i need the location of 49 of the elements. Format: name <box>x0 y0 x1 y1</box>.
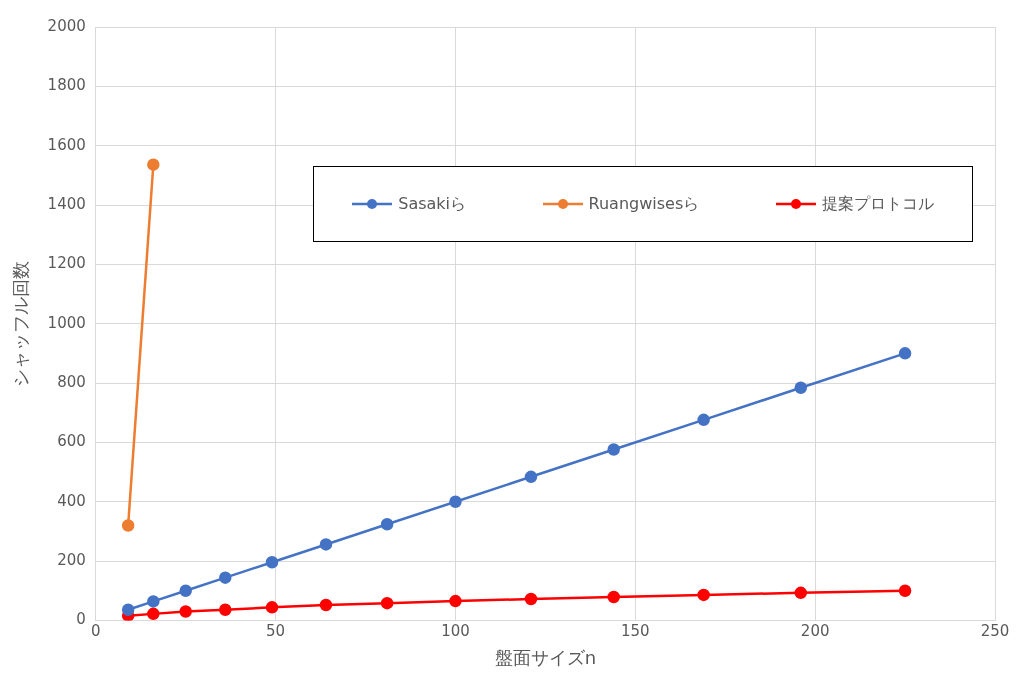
point <box>449 594 462 608</box>
point <box>179 605 192 618</box>
y-tick-label: 600 <box>57 432 86 451</box>
y-tick-label: 2000 <box>47 16 86 35</box>
point <box>607 443 620 456</box>
point <box>607 590 620 604</box>
y-tick-label: 0 <box>76 610 86 629</box>
x-tick-label: 250 <box>980 622 1010 641</box>
point <box>794 381 808 395</box>
point <box>697 588 710 602</box>
y-tick-label: 1600 <box>47 135 86 154</box>
legend-label: 提案プロトコル <box>821 193 934 215</box>
point <box>380 518 394 531</box>
y-tick-label: 1800 <box>47 76 86 95</box>
point <box>697 413 710 427</box>
point <box>524 592 538 606</box>
point <box>319 538 333 551</box>
x-tick-label: 0 <box>91 622 101 641</box>
point <box>219 603 232 616</box>
y-tick-label: 1200 <box>47 254 86 273</box>
x-tick-label: 50 <box>266 622 286 641</box>
point <box>265 601 279 614</box>
x-tick-label: 100 <box>441 622 470 641</box>
point <box>121 603 135 616</box>
point <box>524 470 538 484</box>
y-tick-label: 1400 <box>47 194 86 213</box>
legend-label: Ruangwisesら <box>588 193 700 215</box>
point <box>319 598 333 612</box>
x-axis-title: 盤面サイズn <box>494 646 597 668</box>
y-tick-label: 1000 <box>47 313 86 332</box>
point <box>147 158 160 171</box>
x-tick-label: 150 <box>620 622 650 641</box>
y-axis-title: シャッフル回数 <box>10 260 32 387</box>
x-tick-label: 200 <box>800 622 830 641</box>
point <box>380 596 394 610</box>
point <box>219 571 232 584</box>
point <box>265 556 279 569</box>
y-tick-label: 400 <box>57 491 86 510</box>
point <box>898 584 912 597</box>
y-tick-label: 800 <box>57 372 86 391</box>
y-tick-label: 200 <box>57 550 86 569</box>
point <box>147 607 160 621</box>
point <box>898 347 912 360</box>
point <box>794 586 808 600</box>
legend-label: Sasakiら <box>398 193 467 215</box>
point <box>121 519 135 532</box>
point <box>147 595 160 608</box>
point <box>179 584 192 597</box>
point <box>449 495 462 508</box>
